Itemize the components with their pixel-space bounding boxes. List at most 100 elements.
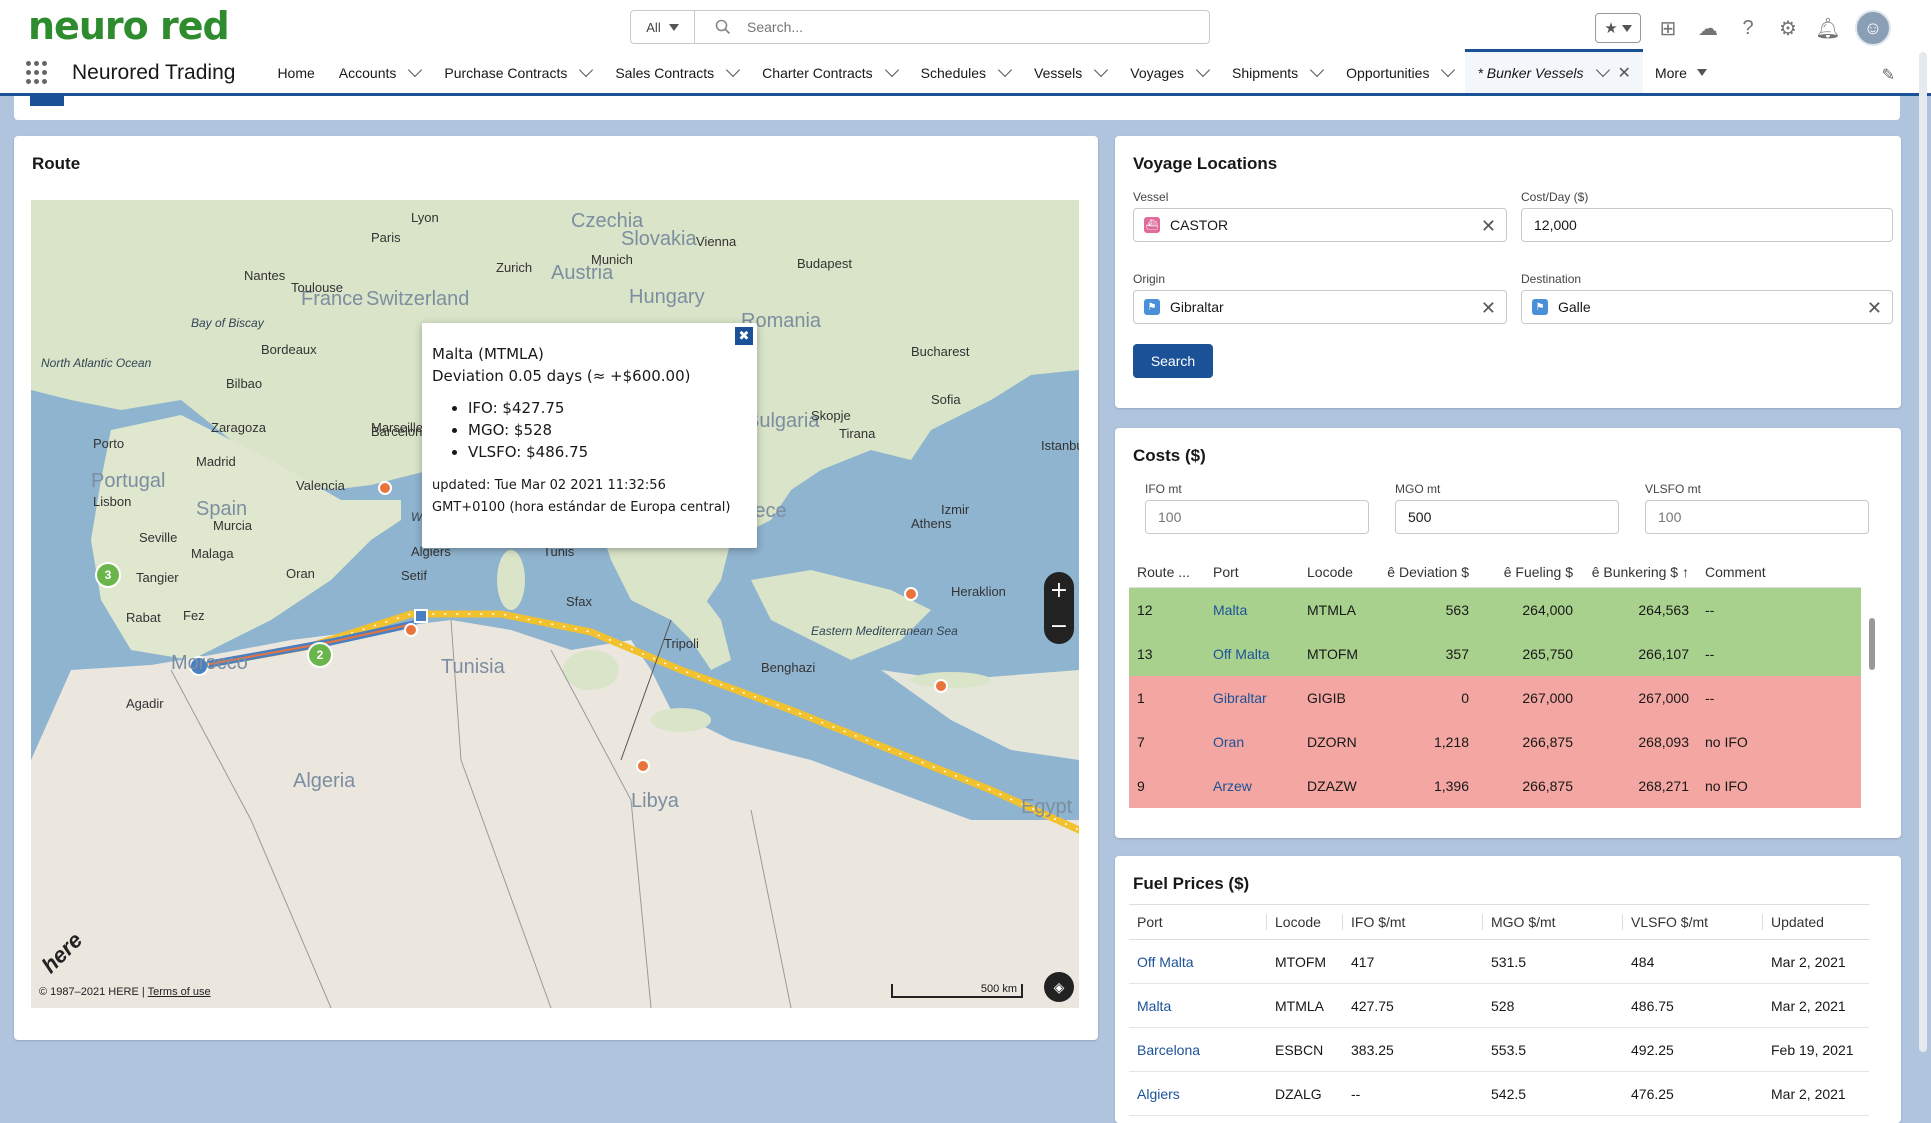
global-actions-icon[interactable]: ⊞: [1659, 17, 1677, 40]
vessel-lookup[interactable]: ⛴ CASTOR ✕: [1133, 208, 1507, 242]
table-row[interactable]: 7 Oran DZORN 1,218 266,875 268,093 no IFO: [1129, 720, 1861, 764]
chevron-down-icon[interactable]: [579, 62, 594, 78]
table-row[interactable]: 12 Malta MTMLA 563 264,000 264,563 --: [1129, 588, 1861, 632]
costs-cell-locode: DZAZW: [1307, 778, 1357, 794]
costs-cell-port[interactable]: Off Malta: [1213, 646, 1270, 662]
clear-origin-icon[interactable]: ✕: [1480, 298, 1496, 318]
destination-lookup[interactable]: ⚑ Galle ✕: [1521, 290, 1893, 324]
clear-destination-icon[interactable]: ✕: [1866, 298, 1882, 318]
map-label-citie: Marseille: [371, 420, 424, 435]
page-scrollbar[interactable]: [1919, 52, 1927, 1052]
map-label-sea: North Atlantic Ocean: [41, 356, 152, 370]
user-avatar[interactable]: ☺: [1855, 10, 1891, 46]
search-scope-select[interactable]: All: [631, 11, 695, 43]
zoom-in-icon[interactable]: +: [1049, 577, 1069, 603]
origin-lookup[interactable]: ⚑ Gibraltar ✕: [1133, 290, 1507, 324]
table-row[interactable]: Algiers DZALG -- 542.5 476.25 Mar 2, 2021: [1129, 1072, 1869, 1116]
fuel-cell-port[interactable]: Off Malta: [1137, 953, 1194, 970]
nav-home[interactable]: Home: [265, 51, 326, 95]
favorites-button[interactable]: ★: [1595, 13, 1641, 43]
chevron-down-icon[interactable]: [1595, 62, 1610, 78]
nav-vessels[interactable]: Vessels: [1022, 51, 1118, 95]
search-input[interactable]: [695, 11, 1209, 43]
zoom-out-icon[interactable]: −: [1049, 613, 1069, 639]
voyage-locations-card: Voyage Locations Vessel ⛴ CASTOR ✕ Cost/…: [1115, 136, 1901, 408]
fuel-cell-port[interactable]: Barcelona: [1137, 1041, 1201, 1058]
fuel-column-header[interactable]: Locode: [1267, 914, 1343, 930]
chevron-down-icon[interactable]: [1441, 62, 1456, 78]
map-label-citie: Heraklion: [951, 584, 1006, 599]
costs-column-header[interactable]: Route ...: [1137, 563, 1190, 580]
search-button[interactable]: Search: [1133, 344, 1213, 378]
mgo-mt-input[interactable]: [1395, 500, 1619, 534]
costs-cell-port[interactable]: Oran: [1213, 734, 1245, 750]
nav-opportunities[interactable]: Opportunities: [1334, 51, 1465, 95]
nav-label: Schedules: [920, 64, 987, 81]
map-label-citie: Tangier: [136, 570, 179, 585]
vlsfo-mt-input[interactable]: [1645, 500, 1869, 534]
close-popup-icon[interactable]: ✖: [735, 327, 753, 345]
fuel-cell-port[interactable]: Algiers: [1137, 1085, 1180, 1102]
nav-charter-contracts[interactable]: Charter Contracts: [750, 51, 908, 95]
nav-accounts[interactable]: Accounts: [327, 51, 433, 95]
table-row[interactable]: 13 Off Malta MTOFM 357 265,750 266,107 --: [1129, 632, 1861, 676]
chevron-down-icon[interactable]: [1195, 62, 1211, 78]
costs-cell-port[interactable]: Arzew: [1213, 778, 1252, 794]
costs-column-header[interactable]: Locode: [1307, 563, 1353, 580]
fuel-column-header[interactable]: VLSFO $/mt: [1623, 914, 1763, 930]
costs-cell-port[interactable]: Malta: [1213, 602, 1248, 618]
route-map[interactable]: 3 2 Spain Portugal France Morocco Algeria Tun…: [31, 200, 1079, 1008]
chevron-down-icon[interactable]: [408, 62, 423, 78]
route-waypoint-marker[interactable]: 2: [307, 642, 333, 668]
nav-shipments[interactable]: Shipments: [1220, 51, 1334, 95]
costs-cell-locode: GIGIB: [1307, 690, 1346, 706]
cost-per-day-input[interactable]: [1521, 208, 1893, 242]
costs-column-header[interactable]: ê Fueling $: [1503, 563, 1573, 580]
fuel-column-header[interactable]: Updated: [1771, 914, 1824, 930]
notifications-bell-icon[interactable]: 🔔︎: [1815, 17, 1841, 40]
costs-scroll-thumb[interactable]: [1869, 618, 1875, 670]
costs-column-header[interactable]: ê Bunkering $ ↑: [1591, 563, 1689, 580]
costs-column-header[interactable]: Port: [1213, 563, 1239, 580]
ifo-mt-input[interactable]: [1145, 500, 1369, 534]
fuel-cell-locode: DZALG: [1275, 1085, 1322, 1102]
costs-column-header[interactable]: ê Deviation $: [1387, 563, 1469, 580]
fuel-column-header[interactable]: MGO $/mt: [1483, 914, 1623, 930]
chevron-down-icon[interactable]: [726, 62, 741, 78]
close-tab-icon[interactable]: ✕: [1617, 64, 1631, 82]
page-scroll-thumb[interactable]: [1919, 52, 1927, 1052]
costs-cell-port[interactable]: Gibraltar: [1213, 690, 1267, 706]
nav-more[interactable]: More: [1643, 51, 1719, 95]
costs-scrollbar[interactable]: [1867, 588, 1877, 824]
chevron-down-icon[interactable]: [1094, 62, 1109, 78]
app-launcher-icon[interactable]: [26, 60, 50, 85]
nav-label: Shipments: [1232, 64, 1299, 81]
fuel-cell-port[interactable]: Malta: [1137, 997, 1172, 1014]
terms-of-use-link[interactable]: Terms of use: [147, 986, 211, 998]
costs-column-header[interactable]: Comment: [1705, 563, 1766, 580]
map-layers-icon[interactable]: ◈: [1044, 972, 1074, 1002]
table-row[interactable]: Barcelona ESBCN 383.25 553.5 492.25 Feb 19, 2…: [1129, 1028, 1869, 1072]
table-row[interactable]: Malta MTMLA 427.75 528 486.75 Mar 2, 2021: [1129, 984, 1869, 1028]
fuel-column-header[interactable]: Port: [1129, 914, 1267, 930]
help-icon[interactable]: ?: [1742, 16, 1754, 39]
trailhead-icon[interactable]: ☁: [1698, 17, 1718, 40]
route-waypoint-marker[interactable]: 3: [95, 562, 121, 588]
nav-schedules[interactable]: Schedules: [909, 51, 1022, 95]
nav-voyages[interactable]: Voyages: [1118, 51, 1220, 95]
chevron-down-icon[interactable]: [997, 62, 1013, 78]
chevron-down-icon[interactable]: [1310, 62, 1325, 78]
star-icon: ★: [1604, 20, 1618, 37]
table-row[interactable]: Off Malta MTOFM 417 531.5 484 Mar 2, 2021: [1129, 940, 1869, 984]
chevron-down-icon[interactable]: [884, 62, 899, 78]
table-row[interactable]: 9 Arzew DZAZW 1,396 266,875 268,271 no IFO: [1129, 764, 1861, 808]
clear-vessel-icon[interactable]: ✕: [1480, 216, 1496, 236]
fuel-column-header[interactable]: IFO $/mt: [1343, 914, 1483, 930]
nav-sales-contracts[interactable]: Sales Contracts: [603, 51, 750, 95]
table-row[interactable]: 1 Gibraltar GIGIB 0 267,000 267,000 --: [1129, 676, 1861, 720]
nav-purchase-contracts[interactable]: Purchase Contracts: [432, 51, 603, 95]
tab-bunker-vessels[interactable]: * Bunker Vessels ✕: [1465, 49, 1643, 93]
settings-gear-icon[interactable]: ⚙: [1779, 17, 1797, 40]
app-logo[interactable]: neuro red: [28, 4, 230, 48]
edit-nav-pencil-icon[interactable]: ✎: [1881, 67, 1895, 84]
